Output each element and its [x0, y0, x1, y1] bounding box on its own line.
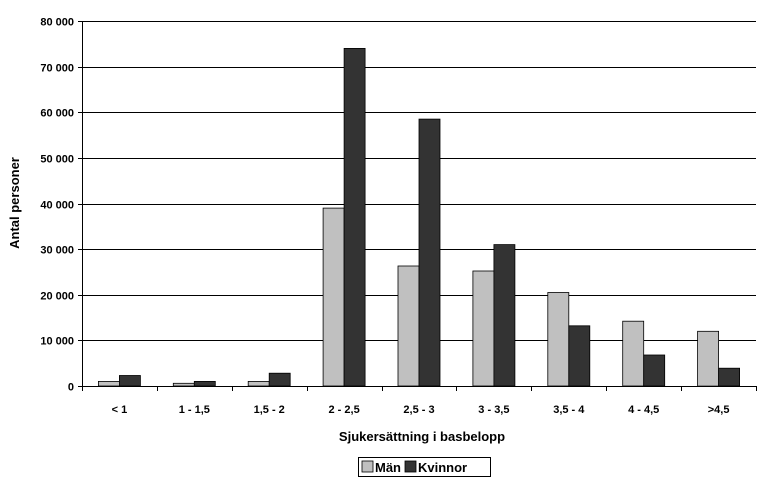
- x-tick-label: 1,5 - 2: [254, 404, 285, 416]
- legend-swatch-man: [361, 460, 374, 473]
- legend-label-man: Män: [375, 460, 401, 475]
- y-axis-title: Antal personer: [7, 157, 22, 249]
- bar-man: [172, 382, 195, 387]
- x-tick-label: >4,5: [708, 404, 730, 416]
- bar-man: [472, 270, 495, 387]
- x-tick-label: 3,5 - 4: [553, 404, 585, 416]
- y-tick-label: 20 000: [40, 291, 74, 303]
- bar-man: [622, 320, 645, 387]
- y-tick-label: 30 000: [40, 245, 74, 257]
- bar-man: [247, 380, 270, 387]
- bar-man: [697, 330, 719, 387]
- y-tick-label: 0: [68, 382, 74, 394]
- y-tick-label: 80 000: [40, 17, 74, 29]
- y-tick-label: 40 000: [40, 200, 74, 212]
- y-tick-label: 50 000: [40, 154, 74, 166]
- bar-man: [322, 207, 345, 387]
- legend: Män Kvinnor: [358, 457, 491, 477]
- y-tick-label: 60 000: [40, 108, 74, 120]
- bar-kvinnor: [568, 325, 591, 387]
- legend-swatch-kvinnor: [404, 460, 417, 473]
- bar-man: [547, 292, 570, 387]
- bar-kvinnor: [343, 48, 366, 387]
- x-axis-title: Sjukersättning i basbelopp: [339, 429, 505, 444]
- axes: [82, 21, 756, 387]
- bar-man: [98, 380, 120, 387]
- bar-kvinnor: [718, 367, 740, 387]
- bars: [98, 48, 740, 387]
- x-tick-label: < 1: [112, 404, 128, 416]
- x-tick-label: 2,5 - 3: [403, 404, 434, 416]
- bar-kvinnor: [643, 354, 666, 387]
- bar-kvinnor: [268, 372, 291, 387]
- x-tick-label: 4 - 4,5: [628, 404, 659, 416]
- bar-kvinnor: [418, 118, 441, 387]
- bar-kvinnor: [119, 375, 141, 387]
- legend-label-kvinnor: Kvinnor: [418, 460, 467, 475]
- x-tick-labels: < 1 1 - 1,5 1,5 - 2 2 - 2,5 2,5 - 3 3 - 3,5 3,…: [82, 386, 757, 416]
- y-tick-label: 10 000: [40, 336, 74, 348]
- y-tick-label: 70 000: [40, 63, 74, 75]
- x-tick-label: 3 - 3,5: [478, 404, 509, 416]
- bar-kvinnor: [493, 244, 516, 387]
- x-tick-label: 2 - 2,5: [329, 404, 360, 416]
- bar-man: [397, 265, 420, 387]
- y-tick-labels: 0 10 000 20 000 30 000 40 000 50 000 60 000 70 …: [40, 17, 82, 394]
- x-tick-label: 1 - 1,5: [179, 404, 210, 416]
- bar-kvinnor: [193, 380, 216, 387]
